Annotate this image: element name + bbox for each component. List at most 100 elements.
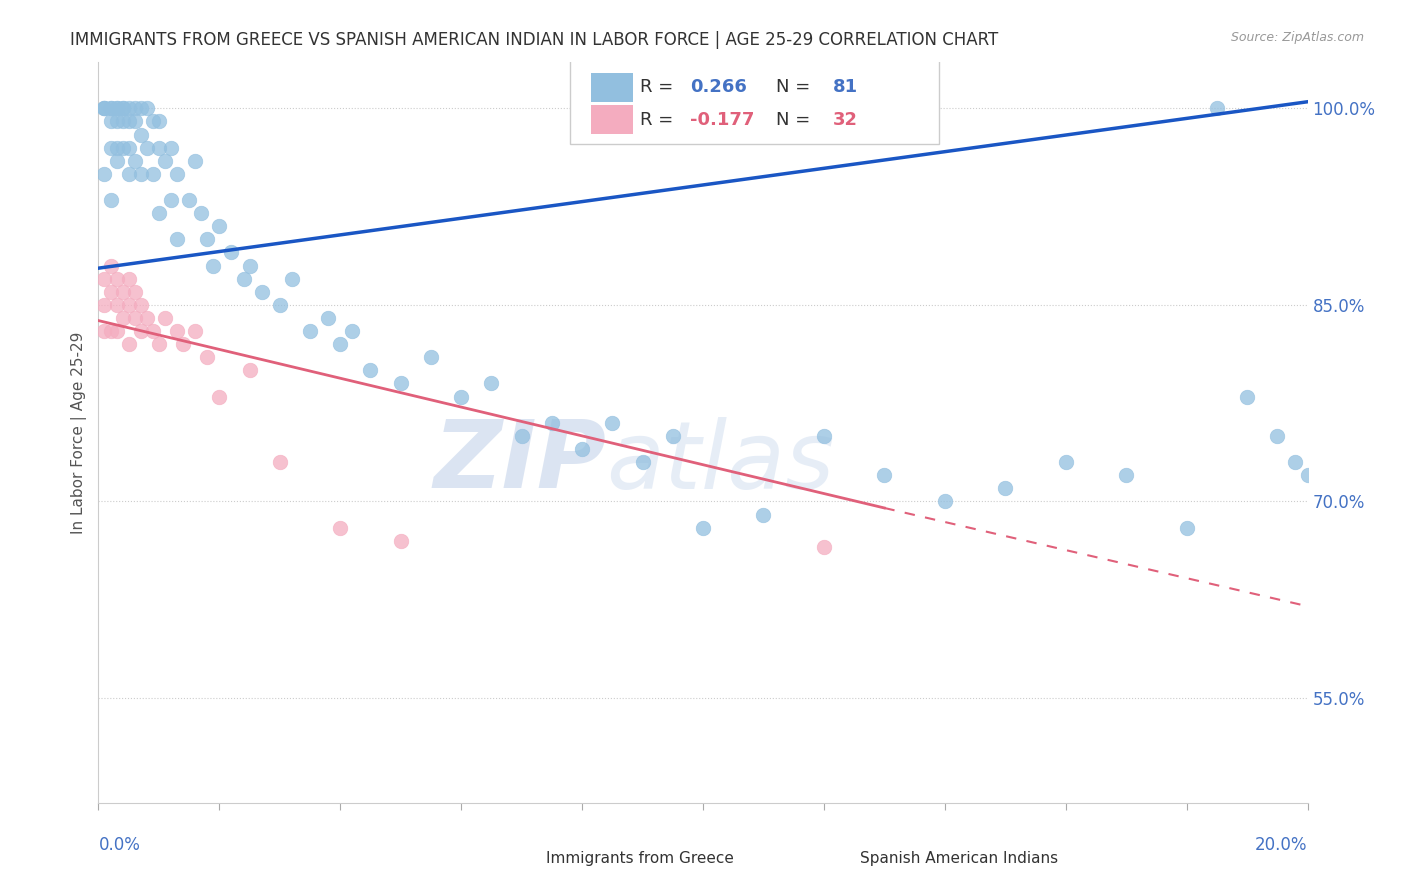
Point	[124, 153, 146, 168]
Point	[208, 390, 231, 404]
FancyBboxPatch shape	[569, 52, 939, 144]
Point	[481, 376, 503, 391]
Point	[100, 324, 122, 338]
Point	[135, 140, 157, 154]
Point	[129, 128, 152, 142]
Point	[105, 101, 128, 115]
Point	[93, 298, 115, 312]
Text: -0.177: -0.177	[690, 111, 755, 128]
Point	[329, 337, 352, 351]
Text: N =: N =	[776, 78, 815, 96]
Point	[239, 363, 262, 377]
Point	[129, 324, 152, 338]
Point	[105, 153, 128, 168]
Point	[166, 232, 188, 246]
Text: R =: R =	[641, 111, 679, 128]
Point	[1267, 429, 1289, 443]
Point	[631, 455, 654, 469]
Point	[142, 114, 165, 128]
Text: atlas: atlas	[606, 417, 835, 508]
Point	[1175, 521, 1198, 535]
Text: Source: ZipAtlas.com: Source: ZipAtlas.com	[1230, 31, 1364, 45]
Point	[202, 259, 225, 273]
Point	[111, 310, 134, 325]
Point	[510, 429, 533, 443]
Point	[148, 114, 170, 128]
Point	[100, 259, 122, 273]
Point	[873, 468, 896, 483]
Point	[389, 533, 412, 548]
Point	[1236, 390, 1258, 404]
Point	[250, 285, 273, 299]
Point	[129, 101, 152, 115]
Y-axis label: In Labor Force | Age 25-29: In Labor Force | Age 25-29	[72, 332, 87, 533]
Point	[420, 351, 443, 365]
Point	[692, 521, 714, 535]
Point	[124, 101, 146, 115]
Text: 20.0%: 20.0%	[1256, 836, 1308, 855]
Text: 0.266: 0.266	[690, 78, 748, 96]
Point	[316, 310, 339, 325]
Point	[100, 285, 122, 299]
Text: R =: R =	[641, 78, 679, 96]
Point	[329, 521, 352, 535]
Text: 81: 81	[834, 78, 858, 96]
Point	[148, 206, 170, 220]
Point	[100, 114, 122, 128]
Point	[232, 271, 254, 285]
Point	[124, 285, 146, 299]
Point	[100, 193, 122, 207]
Point	[299, 324, 322, 338]
Point	[135, 101, 157, 115]
Point	[661, 429, 683, 443]
Point	[160, 193, 183, 207]
Text: 32: 32	[834, 111, 858, 128]
Point	[93, 101, 115, 115]
Point	[118, 140, 141, 154]
Text: N =: N =	[776, 111, 815, 128]
Point	[105, 298, 128, 312]
Point	[142, 324, 165, 338]
Point	[540, 416, 562, 430]
Point	[118, 167, 141, 181]
Point	[118, 114, 141, 128]
Point	[105, 324, 128, 338]
Point	[195, 232, 218, 246]
Point	[221, 245, 243, 260]
FancyBboxPatch shape	[591, 105, 633, 134]
Point	[118, 271, 141, 285]
Point	[269, 298, 291, 312]
Point	[148, 140, 170, 154]
Point	[153, 310, 176, 325]
Point	[184, 153, 207, 168]
Point	[166, 167, 188, 181]
Point	[934, 494, 956, 508]
Point	[111, 114, 134, 128]
Point	[269, 455, 291, 469]
Point	[148, 337, 170, 351]
Point	[208, 219, 231, 234]
Point	[179, 193, 201, 207]
Point	[118, 298, 141, 312]
Point	[160, 140, 183, 154]
FancyBboxPatch shape	[591, 73, 633, 102]
Point	[1115, 468, 1137, 483]
Text: 0.0%: 0.0%	[98, 836, 141, 855]
Point	[195, 351, 218, 365]
Point	[172, 337, 194, 351]
Point	[1206, 101, 1229, 115]
Point	[142, 167, 165, 181]
Point	[153, 153, 176, 168]
Point	[281, 271, 304, 285]
Point	[1296, 468, 1319, 483]
Point	[118, 337, 141, 351]
Point	[129, 167, 152, 181]
Point	[813, 541, 835, 555]
Point	[342, 324, 364, 338]
Point	[93, 167, 115, 181]
Point	[124, 310, 146, 325]
Point	[571, 442, 593, 456]
Point	[813, 429, 835, 443]
Point	[111, 101, 134, 115]
Point	[105, 114, 128, 128]
